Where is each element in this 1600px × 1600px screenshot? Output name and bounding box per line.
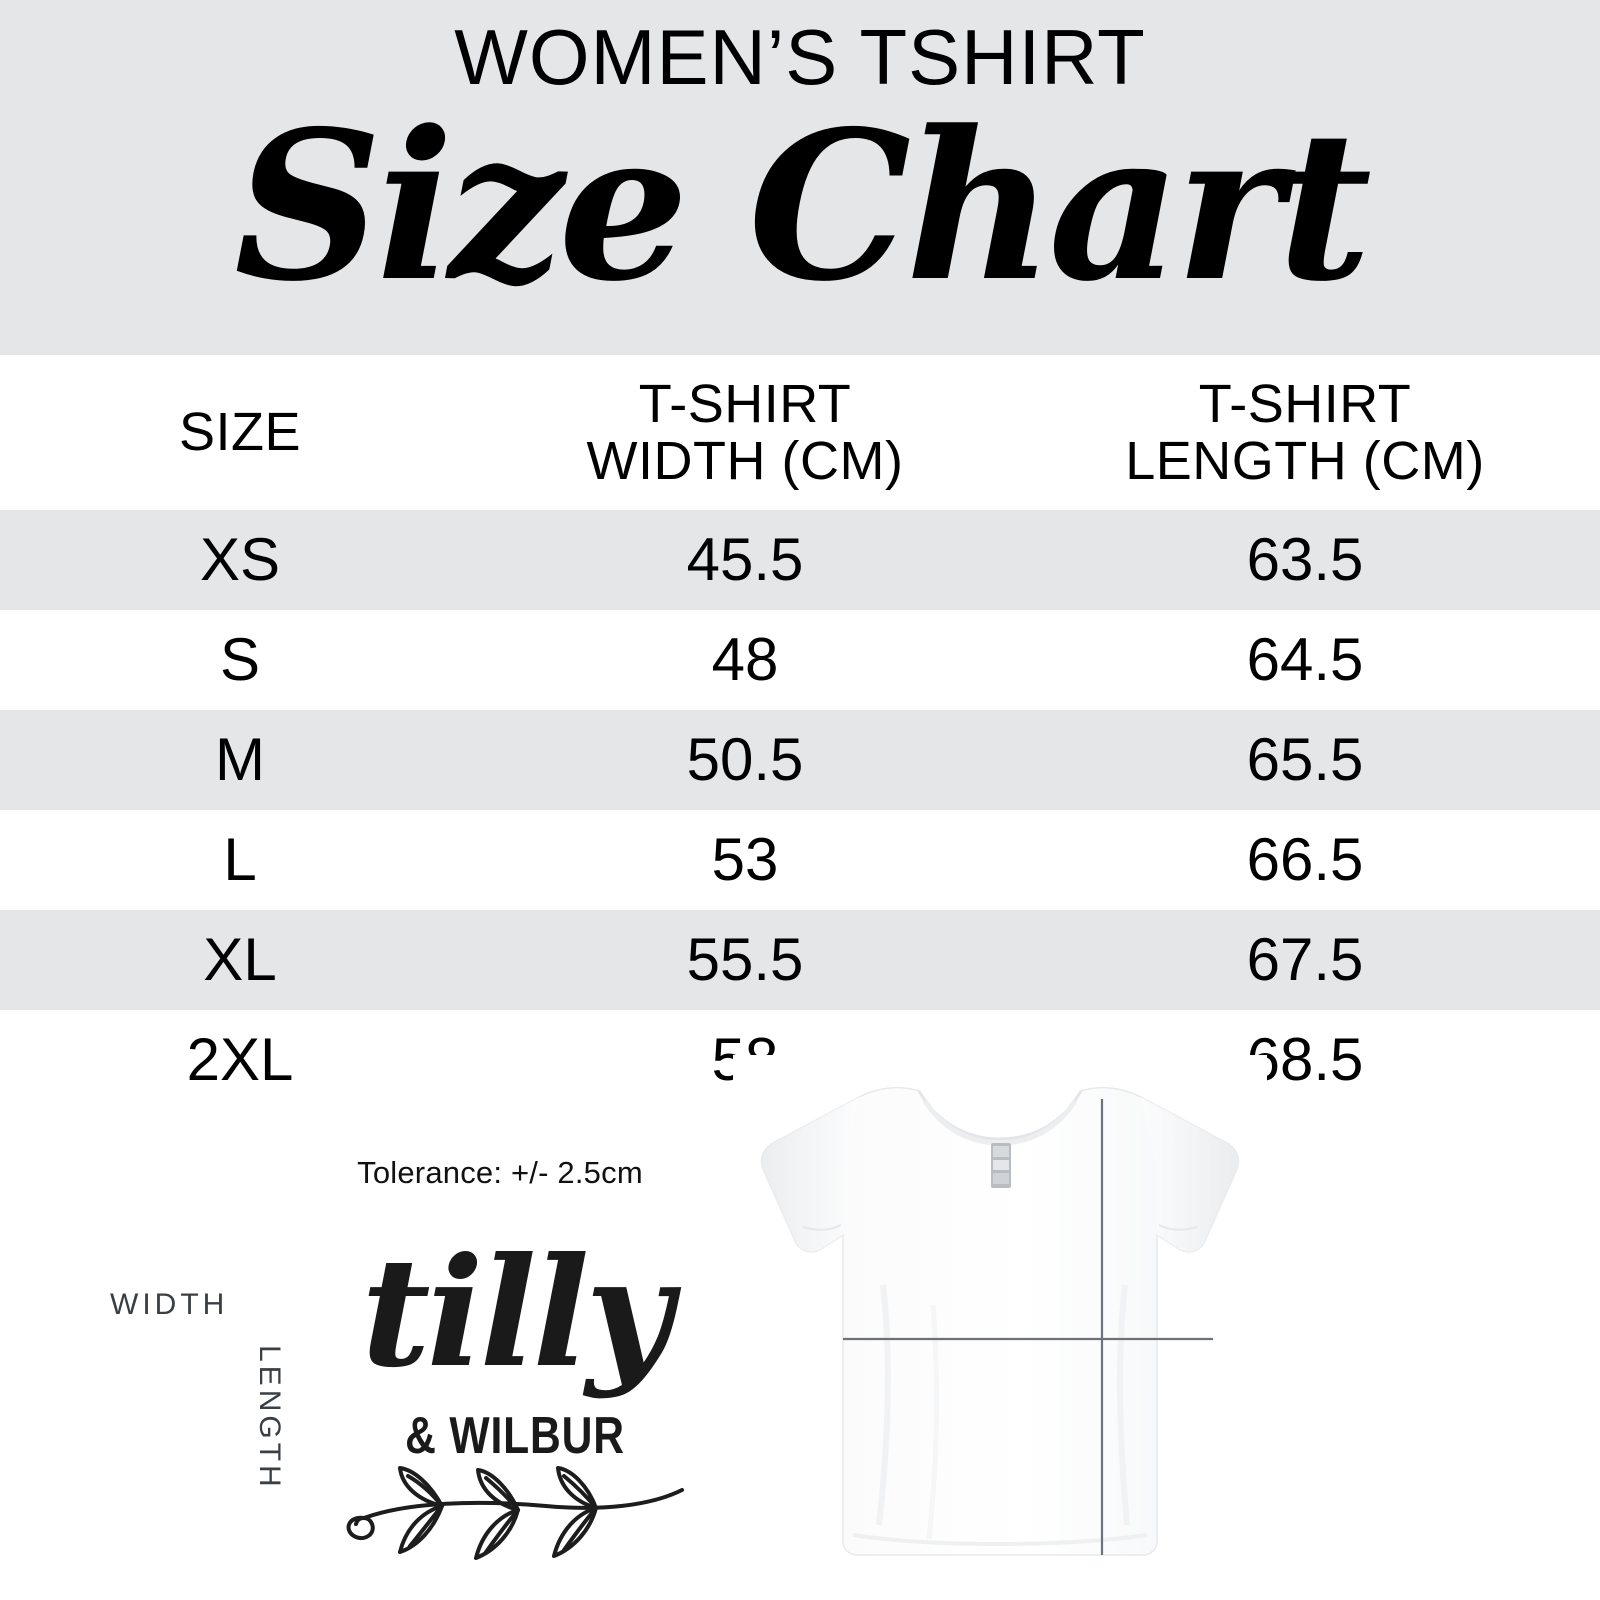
column-header-size: SIZE — [178, 402, 302, 463]
column-header-width-line1: T-SHIRT — [638, 373, 852, 434]
table-header: SIZE T-SHIRT WIDTH (CM) T-SHIRT LENGTH (… — [0, 355, 1600, 510]
tolerance-note: Tolerance: +/- 2.5cm — [357, 1155, 643, 1190]
table-row: L 53 66.5 — [0, 810, 1600, 910]
cell-length: 64.5 — [1246, 626, 1364, 693]
column-header-length-line2: LENGTH (CM) — [1125, 430, 1485, 491]
tshirt-illustration-icon — [760, 1086, 1240, 1556]
cell-width: 50.5 — [686, 726, 804, 793]
page-title: Size Chart — [234, 87, 1372, 327]
brand-logo-script-word: tilly — [361, 1225, 672, 1401]
cell-size: L — [223, 826, 257, 893]
tshirt-width-label: WIDTH — [110, 1288, 229, 1321]
column-header-width-line2: WIDTH (CM) — [586, 430, 904, 491]
cell-length: 67.5 — [1246, 926, 1364, 993]
table-body: XS 45.5 63.5 S 48 64.5 M 50.5 65.5 L 53 … — [0, 510, 1600, 1110]
tshirt-length-label: LENGTH — [253, 1345, 286, 1491]
table-row: S 48 64.5 — [0, 610, 1600, 710]
column-header-length: T-SHIRT LENGTH (CM) — [1010, 355, 1600, 510]
cell-width: 45.5 — [686, 526, 804, 593]
table-row: M 50.5 65.5 — [0, 710, 1600, 810]
cell-length: 63.5 — [1246, 526, 1364, 593]
page-kicker: WOMEN’S TSHIRT — [454, 13, 1146, 101]
table-row: XL 55.5 67.5 — [0, 910, 1600, 1010]
neck-label-tag — [991, 1143, 1011, 1188]
cell-size: S — [219, 626, 261, 693]
cell-width: 55.5 — [686, 926, 804, 993]
size-chart-table: SIZE T-SHIRT WIDTH (CM) T-SHIRT LENGTH (… — [0, 355, 1600, 1110]
cell-length: 66.5 — [1246, 826, 1364, 893]
cell-width: 53 — [711, 826, 779, 893]
brand-logo-sub-word: & WILBUR — [405, 1407, 625, 1465]
table-row: XS 45.5 63.5 — [0, 510, 1600, 610]
cell-size: XL — [203, 926, 277, 993]
leafy-branch-icon — [346, 1466, 684, 1560]
cell-size: XS — [199, 526, 281, 593]
column-header-width: T-SHIRT WIDTH (CM) — [480, 355, 1010, 510]
tshirt-diagram — [733, 1055, 1267, 1600]
column-header-length-line1: T-SHIRT — [1198, 373, 1412, 434]
brand-logo: tilly & WILBUR — [330, 1238, 700, 1578]
header-banner: WOMEN’S TSHIRT Size Chart — [0, 0, 1600, 355]
table-header-row: SIZE T-SHIRT WIDTH (CM) T-SHIRT LENGTH (… — [0, 355, 1600, 510]
cell-length: 65.5 — [1246, 726, 1364, 793]
cell-width: 48 — [711, 626, 779, 693]
cell-size: 2XL — [186, 1026, 294, 1093]
cell-size: M — [215, 726, 265, 793]
